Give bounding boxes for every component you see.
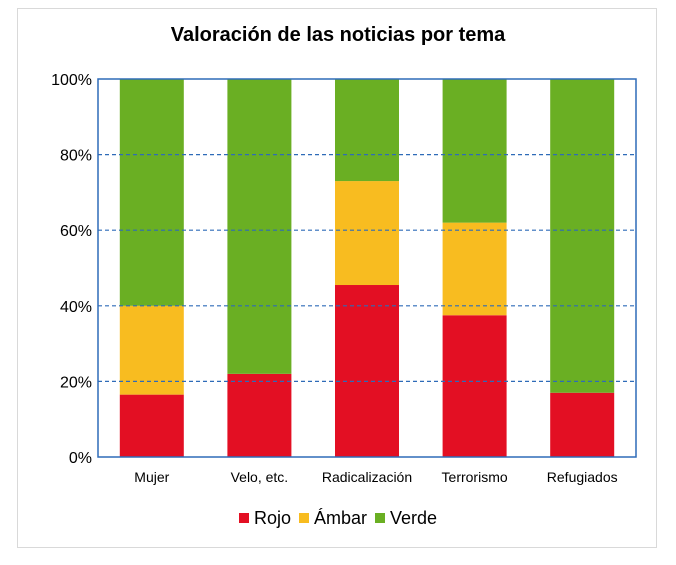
y-tick-label: 40% [60,299,92,316]
gridlines-group [98,154,636,382]
bar-segment-ambar [442,222,507,316]
legend: Rojo Ámbar Verde [0,507,676,529]
legend-item: Verde [375,508,437,529]
bar-segment-verde [227,79,292,374]
y-tick-label: 80% [60,148,92,165]
bar-segment-rojo [227,373,292,457]
x-tick-label: Refugiados [547,469,618,485]
legend-swatch [298,513,309,523]
x-tick-label: Velo, etc. [231,469,289,485]
x-tick-labels: Mujer Velo, etc. Radicalización Terrorismo R… [134,469,617,485]
legend-label: Rojo [253,507,291,528]
bar-segment-rojo [442,315,507,457]
x-tick-label: Radicalización [322,469,412,485]
bar-segment-verde [550,79,615,393]
x-tick-label: Mujer [134,469,169,485]
legend-swatch [238,513,249,523]
plot-border [97,78,637,458]
legend-swatch [375,513,385,523]
y-tick-label: 60% [60,223,92,240]
chart-title: Valoración de las noticias por tema [170,24,506,46]
bar-segment-rojo [550,392,615,457]
y-tick-labels: 0% 20% 40% 60% 80% 100% [51,72,92,467]
bar-segment-rojo [335,285,399,457]
bar-segment-verde [119,79,184,306]
legend-item: Ámbar [298,507,367,529]
legend-label: Verde [390,507,438,528]
bar-segment-verde [442,79,507,223]
bar-segment-verde [335,79,399,182]
y-tick-label: 100% [51,72,92,89]
bar-segment-rojo [119,394,184,457]
y-tick-label: 20% [60,374,92,391]
y-tick-label: 0% [69,450,92,467]
bar-segment-ambar [119,305,184,395]
legend-item: Rojo [238,507,291,529]
bars-group [119,79,615,457]
x-tick-label: Terrorismo [442,469,508,485]
legend-label: Ámbar [313,507,367,528]
bar-segment-ambar [335,181,399,286]
